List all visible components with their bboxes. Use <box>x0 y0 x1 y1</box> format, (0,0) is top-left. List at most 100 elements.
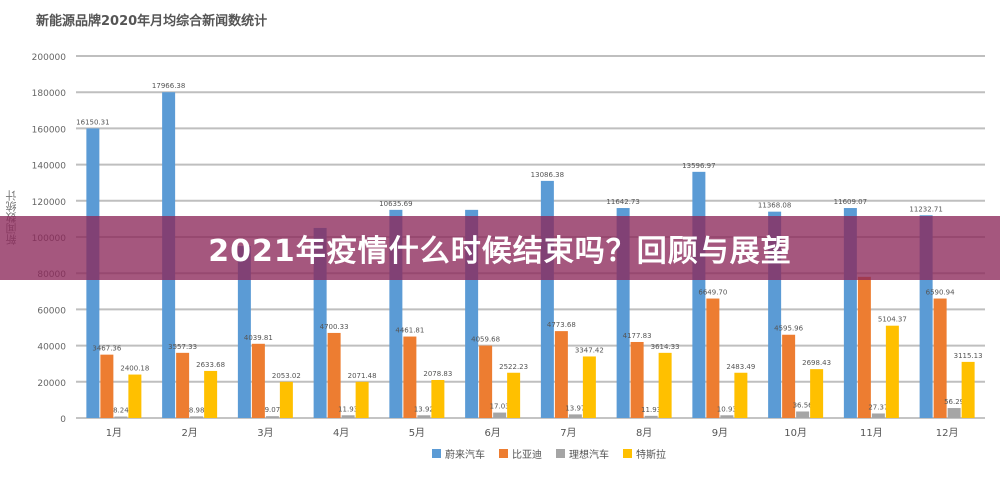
bar <box>582 356 596 418</box>
y-tick-label: 20000 <box>37 379 66 389</box>
data-label: 4773.68 <box>547 321 576 329</box>
bar <box>279 381 293 418</box>
bar <box>810 369 824 418</box>
data-label: 13.97 <box>565 404 585 412</box>
bar <box>961 361 975 418</box>
data-label: 6590.94 <box>926 289 955 297</box>
data-label: 11.93 <box>641 406 661 414</box>
bar <box>734 372 748 418</box>
y-tick-label: 120000 <box>32 198 67 208</box>
x-tick-label: 9月 <box>712 427 728 439</box>
bar <box>265 416 279 418</box>
data-label: 4595.96 <box>774 325 803 333</box>
bar <box>947 408 961 418</box>
bar <box>479 345 493 418</box>
legend-swatch-3 <box>623 449 632 458</box>
data-label: 36.56 <box>793 401 814 409</box>
data-label: 8.24 <box>113 407 129 415</box>
bar <box>355 381 369 418</box>
legend-item-2: 理想汽车 <box>556 446 609 461</box>
legend-label-2: 理想汽车 <box>569 450 609 461</box>
y-tick-label: 140000 <box>32 162 67 172</box>
bar <box>417 415 431 418</box>
legend-swatch-0 <box>432 449 441 458</box>
data-label: 2698.43 <box>802 359 831 367</box>
data-label: 3557.33 <box>168 343 197 351</box>
x-tick-label: 12月 <box>936 427 959 439</box>
data-label: 9.07 <box>265 406 281 414</box>
bar <box>554 331 568 418</box>
x-tick-label: 11月 <box>860 427 883 439</box>
bar <box>630 341 644 418</box>
bar <box>658 352 672 418</box>
data-label: 13596.97 <box>682 162 715 170</box>
bar <box>782 334 796 418</box>
article-title-banner: 2021年疫情什么时候结束吗？回顾与展望 <box>0 216 1000 280</box>
data-label: 13.92 <box>414 405 434 413</box>
y-tick-label: 180000 <box>32 89 67 99</box>
bar <box>644 415 658 418</box>
data-label: 10635.69 <box>379 200 412 208</box>
bar <box>857 276 871 418</box>
x-tick-label: 8月 <box>636 427 652 439</box>
data-label: 11368.08 <box>758 202 791 210</box>
x-tick-label: 2月 <box>181 427 197 439</box>
y-tick-label: 200000 <box>32 53 67 63</box>
data-label: 6649.70 <box>698 289 727 297</box>
x-tick-label: 1月 <box>106 427 122 439</box>
legend-swatch-1 <box>499 449 508 458</box>
data-label: 5104.37 <box>878 316 907 324</box>
bar <box>251 343 265 418</box>
legend-label-3: 特斯拉 <box>636 450 666 461</box>
bar <box>568 414 582 418</box>
bar <box>190 416 204 418</box>
bar <box>204 370 218 418</box>
data-label: 11.93 <box>338 405 358 413</box>
bar <box>114 416 128 418</box>
data-label: 4039.81 <box>244 334 273 342</box>
data-label: 11609.07 <box>834 198 867 206</box>
article-title: 2021年疫情什么时候结束吗？回顾与展望 <box>208 234 792 269</box>
bar <box>237 246 251 418</box>
y-tick-label: 160000 <box>32 125 67 135</box>
data-label: 4177.83 <box>623 332 652 340</box>
x-tick-label: 10月 <box>784 427 807 439</box>
legend-item-3: 特斯拉 <box>623 446 666 461</box>
legend-swatch-2 <box>556 449 565 458</box>
data-label: 4700.33 <box>320 323 349 331</box>
bar <box>885 325 899 418</box>
bar <box>933 298 947 418</box>
data-label: 27.37 <box>868 403 888 411</box>
data-label: 2053.02 <box>272 372 301 380</box>
bar <box>796 411 810 418</box>
x-tick-label: 3月 <box>257 427 273 439</box>
bar <box>720 415 734 418</box>
data-label: 3614.33 <box>651 343 680 351</box>
bar <box>341 415 355 418</box>
legend-label-0: 蔚来汽车 <box>445 450 485 461</box>
x-tick-label: 4月 <box>333 427 349 439</box>
x-tick-label: 7月 <box>560 427 576 439</box>
bar <box>431 379 445 418</box>
data-label: 2633.68 <box>196 361 225 369</box>
data-label: 2071.48 <box>348 372 377 380</box>
data-label: 3115.13 <box>954 352 983 360</box>
bar <box>507 372 521 418</box>
data-label: 11642.73 <box>606 198 639 206</box>
legend-label-1: 比亚迪 <box>512 450 542 461</box>
data-label: 17966.38 <box>152 82 185 90</box>
bar <box>176 352 190 418</box>
chart-legend: 蔚来汽车 比亚迪 理想汽车 特斯拉 <box>432 446 666 461</box>
bar <box>100 354 114 418</box>
data-label: 10.93 <box>717 405 737 413</box>
data-label: 13086.38 <box>531 171 564 179</box>
y-tick-label: 0 <box>60 415 66 425</box>
data-label: 2400.18 <box>120 365 149 373</box>
data-label: 3467.36 <box>92 345 121 353</box>
data-label: 11232.71 <box>909 205 942 213</box>
legend-item-0: 蔚来汽车 <box>432 446 485 461</box>
chart-title: 新能源品牌2020年月均综合新闻数统计 <box>36 14 268 29</box>
data-label: 4059.68 <box>471 336 500 344</box>
